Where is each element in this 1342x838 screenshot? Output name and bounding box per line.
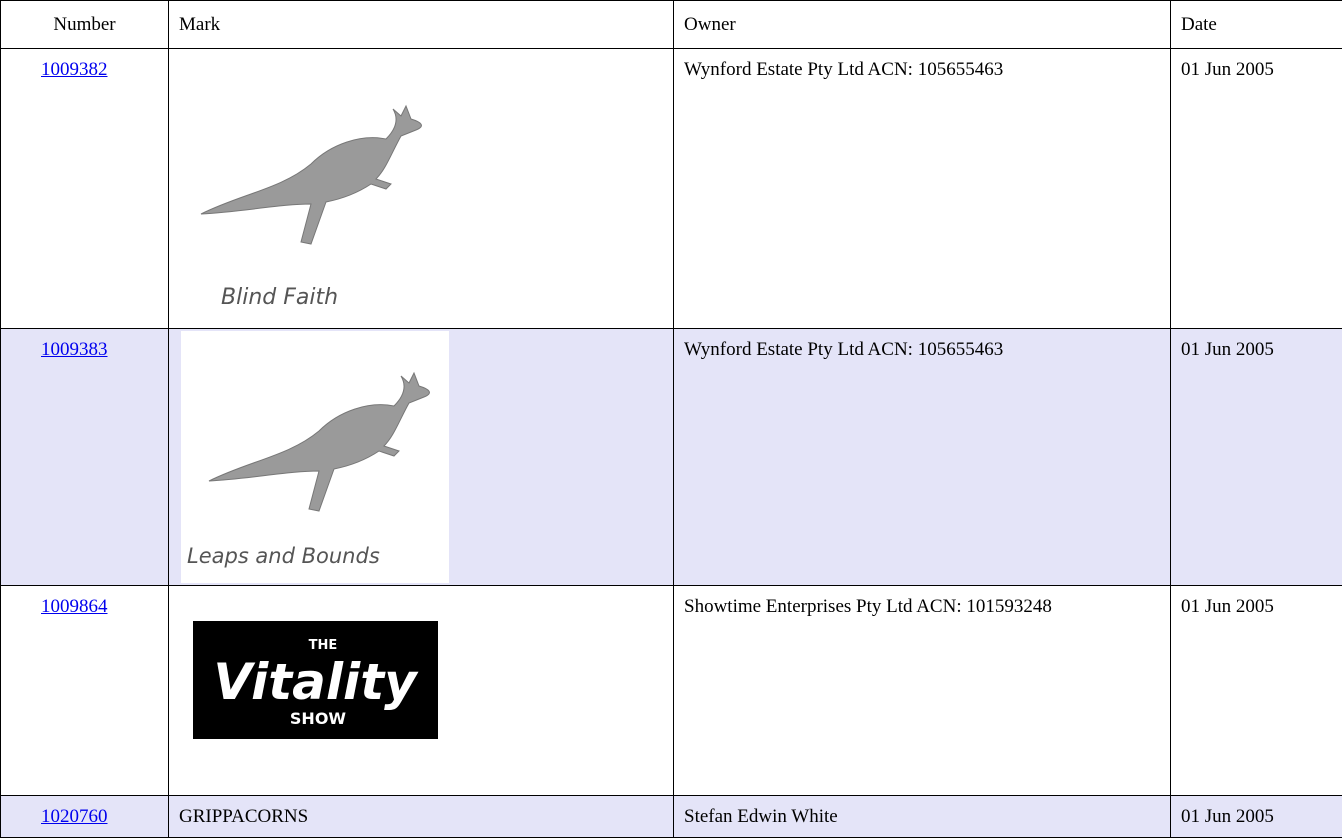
date-cell: 01 Jun 2005 [1171,796,1342,838]
number-cell: 1009864 [1,586,169,796]
page: Number Mark Owner Date 1009382 Blind Fai… [0,0,1342,820]
mark-text: SHOW [290,709,347,728]
number-link[interactable]: 1009383 [41,339,108,360]
row: 1009382 Blind Faith Wynford Estate Pty L… [1,49,1342,329]
date-cell: 01 Jun 2005 [1171,329,1342,586]
header-cell: Mark [169,1,674,49]
mark-image: THE Vitality SHOW [193,621,453,781]
mark-text: THE [309,638,338,653]
date-cell: 01 Jun 2005 [1171,49,1342,329]
owner-cell: Stefan Edwin White [674,796,1171,838]
mark-cell: GRIPPACORNS [169,796,674,838]
mark-text: Blind Faith [221,285,338,310]
header-cell: Date [1171,1,1342,49]
mark-cell: THE Vitality SHOW [169,586,674,796]
mark-cell: Leaps and Bounds [169,329,674,586]
mark-text: Vitality [213,653,419,711]
mark-image: Blind Faith [181,49,441,324]
date-cell: 01 Jun 2005 [1171,586,1342,796]
owner-cell: Showtime Enterprises Pty Ltd ACN: 101593… [674,586,1171,796]
row: 1020760 GRIPPACORNS Stefan Edwin White 0… [1,796,1342,838]
mark-cell: Blind Faith [169,49,674,329]
header-row: Number Mark Owner Date [1,1,1342,49]
owner-cell: Wynford Estate Pty Ltd ACN: 105655463 [674,49,1171,329]
owner-cell: Wynford Estate Pty Ltd ACN: 105655463 [674,329,1171,586]
number-link[interactable]: 1020760 [41,806,108,827]
number-cell: 1009382 [1,49,169,329]
number-cell: 1009383 [1,329,169,586]
row: 1009864 THE Vitality SHOW Showtime Enter… [1,586,1342,796]
header-cell: Owner [674,1,1171,49]
mark-image: Leaps and Bounds [181,331,449,583]
mark-text: Leaps and Bounds [187,544,380,568]
number-link[interactable]: 1009864 [41,596,108,617]
number-cell: 1020760 [1,796,169,838]
header-cell: Number [1,1,169,49]
row: 1009383 Leaps and Bounds Wynford Estate … [1,329,1342,586]
number-link[interactable]: 1009382 [41,59,108,80]
